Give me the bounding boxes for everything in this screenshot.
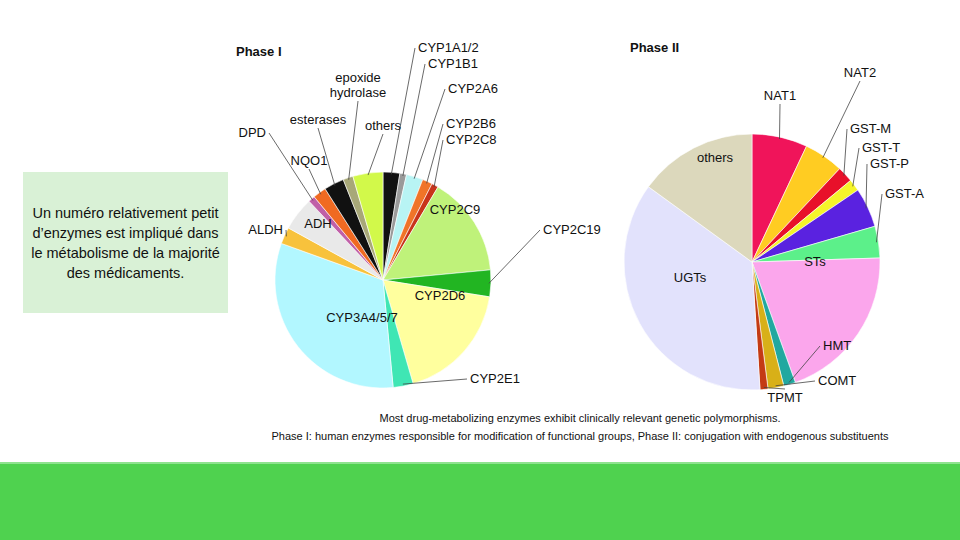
chart-title: Phase I [236, 44, 282, 59]
slice-label: CYP2C9 [430, 202, 481, 217]
pie-slice [648, 134, 752, 262]
slice-label: GST-T [862, 140, 900, 155]
leader-line [286, 230, 287, 236]
leader-line [779, 104, 781, 139]
leader-line [403, 379, 467, 384]
leader-line [844, 129, 847, 176]
leader-line [866, 164, 868, 208]
slice-label: GST-A [885, 186, 924, 201]
leader-line [876, 194, 882, 242]
slice-label: others [697, 150, 734, 165]
slice-label: GST-M [850, 121, 891, 136]
footer-bar [0, 462, 960, 540]
slice-label: CYP2A6 [448, 81, 498, 96]
text-box: Un numéro relativement petit d’enzymes e… [23, 172, 228, 313]
leader-line [403, 64, 425, 176]
slice-label: CYP2B6 [446, 116, 496, 131]
slice-label: ALDH [248, 222, 283, 237]
label-line: epoxide [335, 70, 381, 85]
slices [275, 172, 491, 388]
slice-label: CYP2C8 [446, 132, 497, 147]
slice-label: UGTs [674, 270, 707, 285]
leader-line [349, 101, 358, 180]
leader-line [789, 346, 820, 382]
slice-label: CYP1B1 [428, 56, 478, 71]
page: {"chart_data": [ {"type": "pie", "title"… [0, 0, 960, 540]
pie-chart: Phase II NAT1 NAT2 GST-M GST-TGST-P GST-A STs H… [624, 40, 924, 405]
labels: NAT1 NAT2 GST-M GST-TGST-P GST-A STs HMT COMT TP… [674, 65, 925, 405]
pie-slice [353, 172, 383, 280]
chart-title: Phase II [630, 40, 679, 55]
leader-line [434, 140, 443, 187]
slice-label: epoxidehydrolase [330, 70, 386, 100]
caption-line: Phase I: human enzymes responsible for m… [200, 427, 960, 445]
slice-label: HMT [823, 338, 851, 353]
slice-label: NQO1 [291, 153, 328, 168]
slice-label: GST-P [870, 156, 909, 171]
slice-label: NAT2 [844, 65, 876, 80]
slice-label: ADH [304, 216, 331, 231]
leader-line [853, 148, 859, 186]
slice-label: COMT [818, 373, 856, 388]
slice-label: CYP2E1 [470, 371, 520, 386]
slice-label: DPD [239, 125, 266, 140]
slice-label: others [365, 118, 402, 133]
leader-line [368, 134, 383, 175]
caption-line: Most drug-metabolizing enzymes exhibit c… [200, 409, 960, 427]
leader-line [776, 381, 815, 386]
leader-line [309, 169, 321, 194]
caption: Most drug-metabolizing enzymes exhibit c… [200, 409, 960, 445]
slice-label: CYP2C19 [543, 222, 601, 237]
pie-chart: Phase ICYP1A1/2CYP1B1CYP2A6CYP2B6CYP2C8C… [236, 40, 601, 388]
slice-label: STs [804, 254, 826, 269]
text-box-text: Un numéro relativement petit d’enzymes e… [31, 203, 220, 283]
leader-line [764, 387, 785, 389]
slices [624, 134, 880, 390]
leader-line [318, 128, 335, 186]
slice-label: CYP3A4/5/7 [326, 310, 398, 325]
slice-label: CYP2D6 [415, 288, 466, 303]
label-line: hydrolase [330, 85, 386, 100]
leader-line [823, 81, 860, 158]
slice-label: CYP1A1/2 [418, 40, 479, 55]
slice-label: esterases [290, 112, 347, 127]
slice-label: TPMT [767, 390, 802, 405]
leader-line [489, 230, 540, 283]
labels: CYP1A1/2CYP1B1 CYP2A6 CYP2B6CYP2C8 CYP2C9 CY… [239, 40, 601, 386]
slice-label: NAT1 [764, 88, 796, 103]
pie-slice [383, 187, 491, 280]
leader-line [391, 48, 415, 174]
